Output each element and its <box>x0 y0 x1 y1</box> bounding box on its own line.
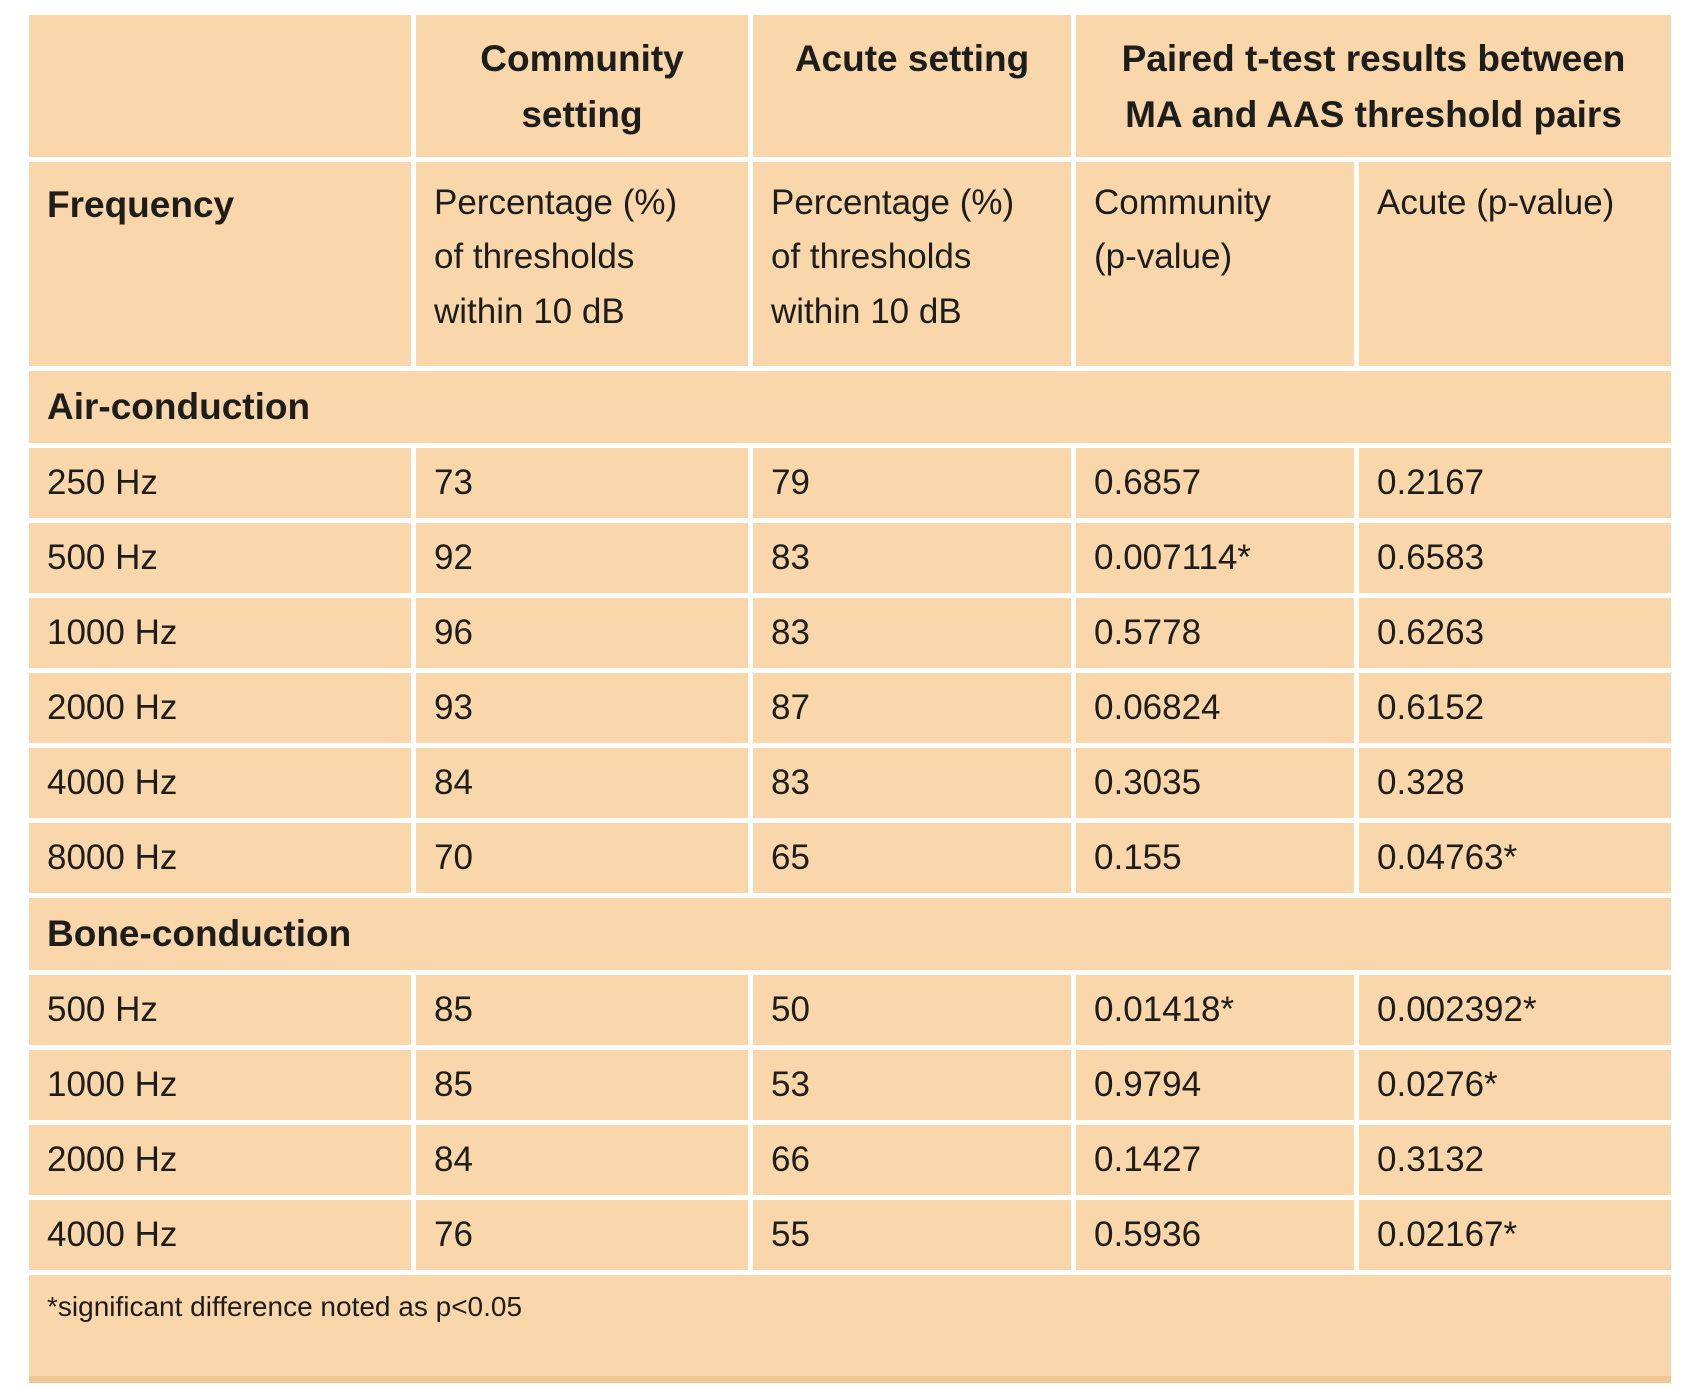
acute-pct-cell: 79 <box>753 448 1071 518</box>
acute-pct-cell: 50 <box>753 975 1071 1045</box>
section-row-air-conduction: Air-conduction <box>29 371 1672 443</box>
freq-cell: 4000 Hz <box>29 748 411 818</box>
acute-percentage-header: Percentage (%) of thresholds within 10 d… <box>753 162 1071 366</box>
table-row: 2000 Hz 93 87 0.06824 0.6152 <box>29 673 1672 743</box>
table-row: 250 Hz 73 79 0.6857 0.2167 <box>29 448 1672 518</box>
freq-cell: 2000 Hz <box>29 673 411 743</box>
community-pct-cell: 84 <box>416 748 748 818</box>
acute-pvalue-cell: 0.6583 <box>1359 523 1672 593</box>
paired-ttest-header: Paired t-test results between MA and AAS… <box>1076 15 1672 157</box>
acute-pct-cell: 53 <box>753 1050 1071 1120</box>
freq-cell: 1000 Hz <box>29 1050 411 1120</box>
community-pvalue-cell: 0.06824 <box>1076 673 1354 743</box>
community-pvalue-cell: 0.1427 <box>1076 1125 1354 1195</box>
footnote-text: *significant difference noted as p<0.05 <box>29 1275 1672 1383</box>
community-pct-cell: 73 <box>416 448 748 518</box>
acute-setting-header: Acute setting <box>753 15 1071 157</box>
table-row: 1000 Hz 96 83 0.5778 0.6263 <box>29 598 1672 668</box>
group-header-row: Community setting Acute setting Paired t… <box>29 15 1672 157</box>
community-pvalue-cell: 0.3035 <box>1076 748 1354 818</box>
community-pvalue-cell: 0.01418* <box>1076 975 1354 1045</box>
acute-pvalue-cell: 0.0276* <box>1359 1050 1672 1120</box>
community-pvalue-cell: 0.9794 <box>1076 1050 1354 1120</box>
footnote-row: *significant difference noted as p<0.05 <box>29 1275 1672 1383</box>
acute-pvalue-cell: 0.6263 <box>1359 598 1672 668</box>
acute-pvalue-cell: 0.02167* <box>1359 1200 1672 1270</box>
freq-cell: 8000 Hz <box>29 823 411 893</box>
table-row: 500 Hz 85 50 0.01418* 0.002392* <box>29 975 1672 1045</box>
community-pct-cell: 70 <box>416 823 748 893</box>
community-pvalue-cell: 0.155 <box>1076 823 1354 893</box>
acute-pvalue-header: Acute (p-value) <box>1359 162 1672 366</box>
freq-cell: 500 Hz <box>29 523 411 593</box>
table-row: 8000 Hz 70 65 0.155 0.04763* <box>29 823 1672 893</box>
community-pct-cell: 93 <box>416 673 748 743</box>
acute-pct-cell: 87 <box>753 673 1071 743</box>
table-row: 500 Hz 92 83 0.007114* 0.6583 <box>29 523 1672 593</box>
acute-pvalue-cell: 0.2167 <box>1359 448 1672 518</box>
community-percentage-header: Percentage (%) of thresholds within 10 d… <box>416 162 748 366</box>
section-label: Air-conduction <box>29 371 1672 443</box>
community-pct-cell: 76 <box>416 1200 748 1270</box>
community-pvalue-header: Community (p-value) <box>1076 162 1354 366</box>
community-pvalue-cell: 0.007114* <box>1076 523 1354 593</box>
acute-pvalue-cell: 0.6152 <box>1359 673 1672 743</box>
community-pvalue-cell: 0.5778 <box>1076 598 1354 668</box>
community-pct-cell: 85 <box>416 975 748 1045</box>
freq-cell: 4000 Hz <box>29 1200 411 1270</box>
community-setting-header: Community setting <box>416 15 748 157</box>
section-row-bone-conduction: Bone-conduction <box>29 898 1672 970</box>
acute-pct-cell: 83 <box>753 598 1071 668</box>
results-table: Community setting Acute setting Paired t… <box>24 10 1676 1388</box>
acute-pvalue-cell: 0.04763* <box>1359 823 1672 893</box>
section-label: Bone-conduction <box>29 898 1672 970</box>
frequency-header: Frequency <box>29 162 411 366</box>
freq-cell: 500 Hz <box>29 975 411 1045</box>
acute-pvalue-cell: 0.002392* <box>1359 975 1672 1045</box>
corner-cell <box>29 15 411 157</box>
table-row: 4000 Hz 84 83 0.3035 0.328 <box>29 748 1672 818</box>
acute-pct-cell: 83 <box>753 523 1071 593</box>
acute-pvalue-cell: 0.328 <box>1359 748 1672 818</box>
acute-pct-cell: 83 <box>753 748 1071 818</box>
acute-pct-cell: 65 <box>753 823 1071 893</box>
acute-pct-cell: 55 <box>753 1200 1071 1270</box>
freq-cell: 2000 Hz <box>29 1125 411 1195</box>
table-row: 2000 Hz 84 66 0.1427 0.3132 <box>29 1125 1672 1195</box>
acute-pvalue-cell: 0.3132 <box>1359 1125 1672 1195</box>
table-row: 1000 Hz 85 53 0.9794 0.0276* <box>29 1050 1672 1120</box>
community-pct-cell: 92 <box>416 523 748 593</box>
table-row: 4000 Hz 76 55 0.5936 0.02167* <box>29 1200 1672 1270</box>
freq-cell: 1000 Hz <box>29 598 411 668</box>
community-pvalue-cell: 0.5936 <box>1076 1200 1354 1270</box>
acute-pct-cell: 66 <box>753 1125 1071 1195</box>
community-pct-cell: 96 <box>416 598 748 668</box>
community-pvalue-cell: 0.6857 <box>1076 448 1354 518</box>
freq-cell: 250 Hz <box>29 448 411 518</box>
community-pct-cell: 84 <box>416 1125 748 1195</box>
sub-header-row: Frequency Percentage (%) of thresholds w… <box>29 162 1672 366</box>
community-pct-cell: 85 <box>416 1050 748 1120</box>
